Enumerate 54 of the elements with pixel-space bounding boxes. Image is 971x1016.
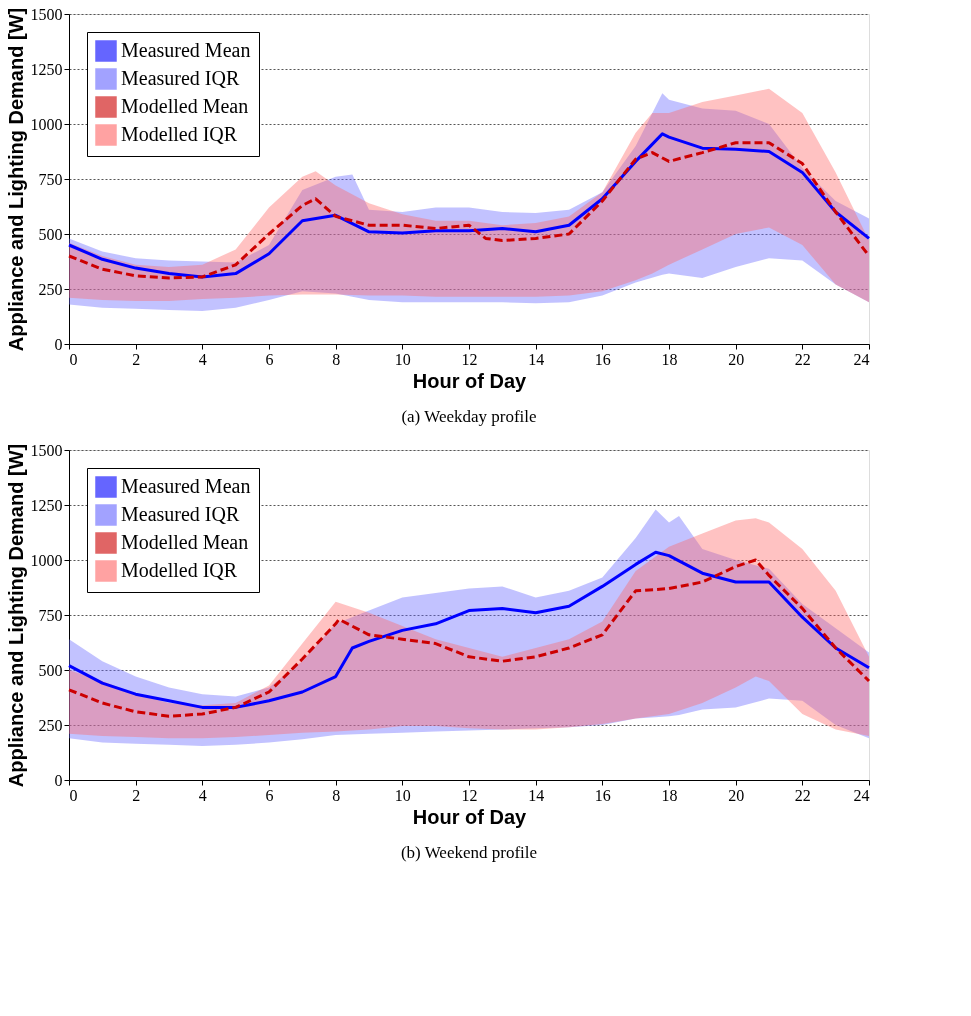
- x-tick-label: 22: [794, 350, 811, 368]
- x-tick-label: 18: [661, 786, 678, 804]
- x-tick-label: 0: [69, 350, 78, 368]
- y-tick-label: 1000: [30, 115, 63, 133]
- x-tick-label: 20: [728, 786, 745, 804]
- y-tick-label: 750: [38, 170, 63, 188]
- x-tick-label: 12: [461, 786, 478, 804]
- x-axis-title: Hour of Day: [412, 805, 528, 828]
- y-tick-label: 0: [54, 335, 63, 353]
- x-tick-label: 12: [461, 350, 478, 368]
- x-tick-label: 2: [132, 350, 141, 368]
- y-tick-label: 1500: [30, 5, 63, 23]
- legend-label: Measured IQR: [121, 503, 240, 525]
- y-tick-label: 0: [54, 771, 63, 789]
- text: (b) Weekend profile: [400, 843, 538, 862]
- y-tick-label: 500: [38, 661, 63, 679]
- y-tick-label: 1500: [30, 441, 63, 459]
- x-tick-label: 8: [332, 786, 341, 804]
- x-tick-label: 8: [332, 350, 341, 368]
- x-tick-label: 4: [198, 786, 207, 804]
- y-tick-label: 1250: [30, 496, 63, 514]
- y-axis-title: Appliance and Lighting Demand [W]: [4, 7, 27, 352]
- x-tick-label: 14: [528, 350, 545, 368]
- legend-label: Modelled Mean: [121, 95, 249, 117]
- x-tick-label: 22: [794, 786, 811, 804]
- x-tick-label: 18: [661, 350, 678, 368]
- x-tick-label: 4: [198, 350, 207, 368]
- legend-label: Modelled IQR: [121, 559, 238, 581]
- y-tick-label: 1000: [30, 551, 63, 569]
- x-tick-label: 10: [394, 350, 411, 368]
- x-tick-label: 16: [594, 350, 611, 368]
- x-tick-label: 16: [594, 786, 611, 804]
- legend-label: Modelled IQR: [121, 123, 238, 145]
- x-tick-label: 24: [853, 350, 870, 368]
- y-axis-title: Appliance and Lighting Demand [W]: [4, 443, 27, 788]
- text: (a) Weekday profile: [401, 407, 537, 426]
- x-tick-label: 24: [853, 786, 870, 804]
- y-tick-label: 1250: [30, 60, 63, 78]
- x-axis-title: Hour of Day: [412, 369, 528, 392]
- x-tick-label: 0: [69, 786, 78, 804]
- y-tick-label: 250: [38, 280, 63, 298]
- x-tick-label: 2: [132, 786, 141, 804]
- y-tick-label: 750: [38, 606, 63, 624]
- legend-label: Modelled Mean: [121, 531, 249, 553]
- x-tick-label: 10: [394, 786, 411, 804]
- legend-label: Measured Mean: [121, 475, 251, 497]
- y-tick-label: 250: [38, 716, 63, 734]
- x-tick-label: 20: [728, 350, 745, 368]
- legend-label: Measured Mean: [121, 39, 251, 61]
- x-tick-label: 6: [265, 786, 274, 804]
- y-tick-label: 500: [38, 225, 63, 243]
- x-tick-label: 14: [528, 786, 545, 804]
- legend-label: Measured IQR: [121, 67, 240, 89]
- x-tick-label: 6: [265, 350, 274, 368]
